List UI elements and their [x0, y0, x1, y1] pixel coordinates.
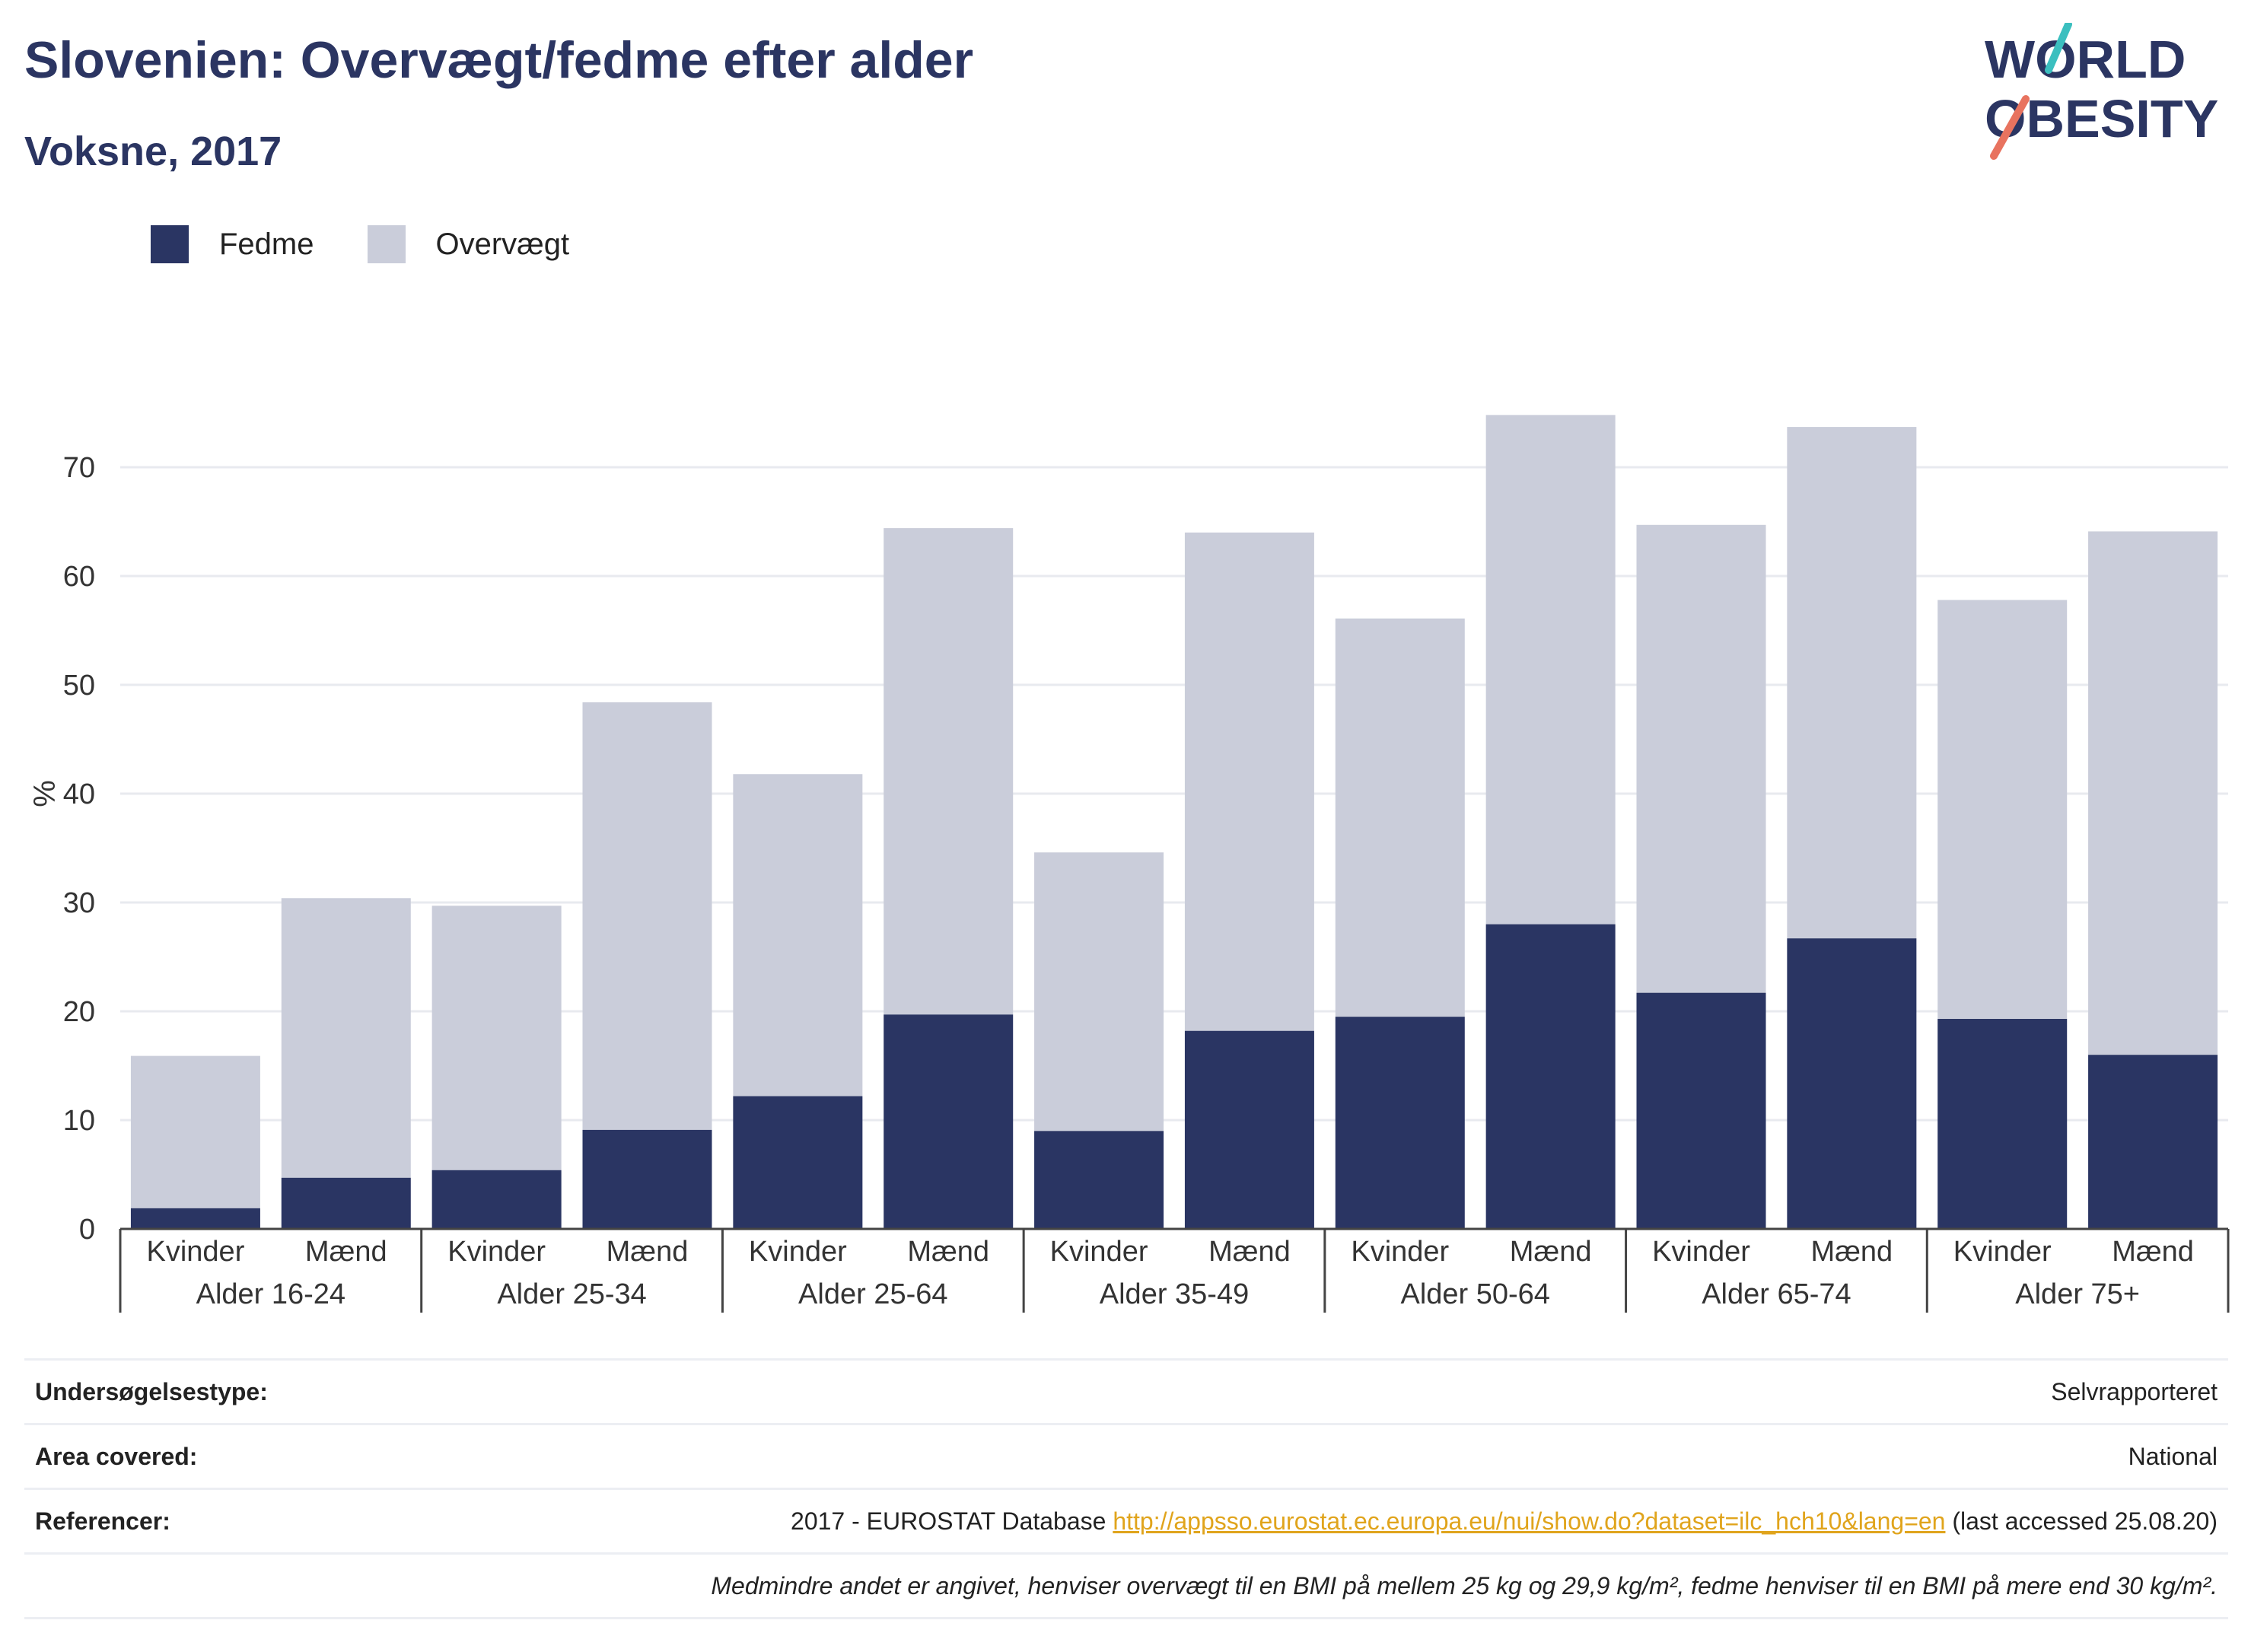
legend-item-fedme[interactable]: Fedme	[151, 225, 314, 263]
bar-fedme	[1937, 1019, 2068, 1229]
legend: Fedme Overvægt	[151, 225, 622, 263]
y-tick-label: 70	[63, 452, 95, 484]
references-label: Referencer:	[35, 1507, 170, 1535]
bar-fedme	[130, 1208, 260, 1229]
y-tick-label: 50	[63, 670, 95, 702]
info-row-area: Area covered: National	[24, 1423, 2228, 1488]
bar-fedme	[1485, 924, 1616, 1229]
y-tick-label: 40	[63, 778, 95, 810]
bar-fedme	[1184, 1030, 1314, 1229]
reference-link[interactable]: http://appsso.eurostat.ec.europa.eu/nui/…	[1113, 1507, 1946, 1535]
bar-chart: 0 10 20 30 40 50 60 70% Kvinder Mænd Kvinder Mænd Kv…	[28, 415, 2230, 1313]
world-obesity-logo: WORLD OBESITY	[1985, 23, 2218, 160]
bar-overvaegt	[1335, 618, 1465, 1017]
x-group-label: Alder 25-64	[798, 1278, 947, 1310]
x-group-label: Alder 75+	[2015, 1278, 2140, 1310]
chart-title: Slovenien: Overvægt/fedme efter alder	[24, 31, 974, 89]
x-subcategory-label: Kvinder	[1351, 1236, 1449, 1268]
y-axis-label: %	[28, 780, 62, 807]
legend-swatch-fedme	[151, 225, 189, 263]
logo-slash-teal	[2045, 23, 2072, 74]
info-row-survey: Undersøgelsestype: Selvrapporteret	[24, 1358, 2228, 1423]
bar-overvaegt	[281, 898, 411, 1178]
x-group-label: Alder 25-34	[497, 1278, 646, 1310]
bar-fedme	[281, 1177, 411, 1229]
legend-swatch-overvaegt	[367, 225, 406, 263]
bar-fedme	[1034, 1131, 1164, 1229]
x-subcategory-label: Kvinder	[1953, 1236, 2052, 1268]
bar-fedme	[2088, 1055, 2218, 1229]
bar-overvaegt	[1184, 532, 1314, 1031]
references-value: 2017 - EUROSTAT Database http://appsso.e…	[791, 1507, 2218, 1536]
area-covered-label: Area covered:	[35, 1442, 198, 1470]
bar-fedme	[582, 1129, 712, 1229]
logo-slash-coral	[1990, 95, 2030, 160]
bar-fedme	[431, 1170, 562, 1229]
bar-overvaegt	[733, 774, 863, 1097]
x-group-label: Alder 65-74	[1702, 1278, 1851, 1310]
x-subcategory-label: Mænd	[1208, 1236, 1291, 1268]
x-subcategory-label: Mænd	[1810, 1236, 1893, 1268]
survey-type-value: Selvrapporteret	[2051, 1377, 2218, 1405]
bar-overvaegt	[1034, 852, 1164, 1132]
legend-item-overvaegt[interactable]: Overvægt	[367, 225, 570, 263]
info-row-note: Medmindre andet er angivet, henviser ove…	[24, 1552, 2228, 1619]
info-table: Undersøgelsestype: Selvrapporteret Area …	[24, 1358, 2228, 1619]
bar-fedme	[1335, 1017, 1465, 1229]
bar-overvaegt	[130, 1055, 260, 1208]
bar-fedme	[1787, 938, 1917, 1229]
bar-overvaegt	[1636, 524, 1766, 993]
y-tick-label: 30	[63, 887, 95, 919]
y-tick-label: 0	[79, 1214, 95, 1246]
y-tick-label: 10	[63, 1105, 95, 1137]
x-subcategory-label: Kvinder	[1050, 1236, 1148, 1268]
reference-source: 2017 - EUROSTAT Database	[791, 1507, 1106, 1535]
bar-overvaegt	[1485, 415, 1616, 925]
bar-fedme	[1636, 992, 1766, 1229]
x-subcategory-label: Mænd	[607, 1236, 689, 1268]
survey-type-label: Undersøgelsestype:	[35, 1377, 268, 1405]
chart-subtitle: Voksne, 2017	[24, 129, 282, 174]
bar-overvaegt	[2088, 531, 2218, 1055]
legend-label-overvaegt: Overvægt	[435, 227, 570, 261]
bar-overvaegt	[582, 702, 712, 1130]
x-subcategory-label: Kvinder	[447, 1236, 546, 1268]
reference-accessed: (last accessed 25.08.20)	[1952, 1507, 2218, 1535]
x-subcategory-label: Mænd	[2112, 1236, 2194, 1268]
bar-overvaegt	[884, 528, 1014, 1015]
x-group-label: Alder 50-64	[1400, 1278, 1549, 1310]
x-group-label: Alder 35-49	[1100, 1278, 1249, 1310]
x-subcategory-label: Kvinder	[147, 1236, 245, 1268]
bar-overvaegt	[1787, 427, 1917, 939]
info-row-references: Referencer: 2017 - EUROSTAT Database htt…	[24, 1488, 2228, 1552]
bar-overvaegt	[1937, 600, 2068, 1020]
x-subcategory-label: Mænd	[305, 1236, 387, 1268]
y-tick-label: 20	[63, 996, 95, 1028]
legend-label-fedme: Fedme	[219, 227, 314, 261]
x-subcategory-label: Kvinder	[749, 1236, 847, 1268]
x-subcategory-label: Mænd	[907, 1236, 989, 1268]
y-tick-label: 60	[63, 561, 95, 593]
x-subcategory-label: Mænd	[1510, 1236, 1592, 1268]
x-subcategory-label: Kvinder	[1652, 1236, 1750, 1268]
bar-fedme	[733, 1096, 863, 1229]
bar-fedme	[884, 1014, 1014, 1229]
x-group-label: Alder 16-24	[196, 1278, 345, 1310]
logo-text-line1: WORLD	[1985, 30, 2186, 89]
bar-overvaegt	[431, 906, 562, 1170]
area-covered-value: National	[2128, 1442, 2218, 1470]
bmi-definition-note: Medmindre andet er angivet, henviser ove…	[711, 1571, 2218, 1599]
